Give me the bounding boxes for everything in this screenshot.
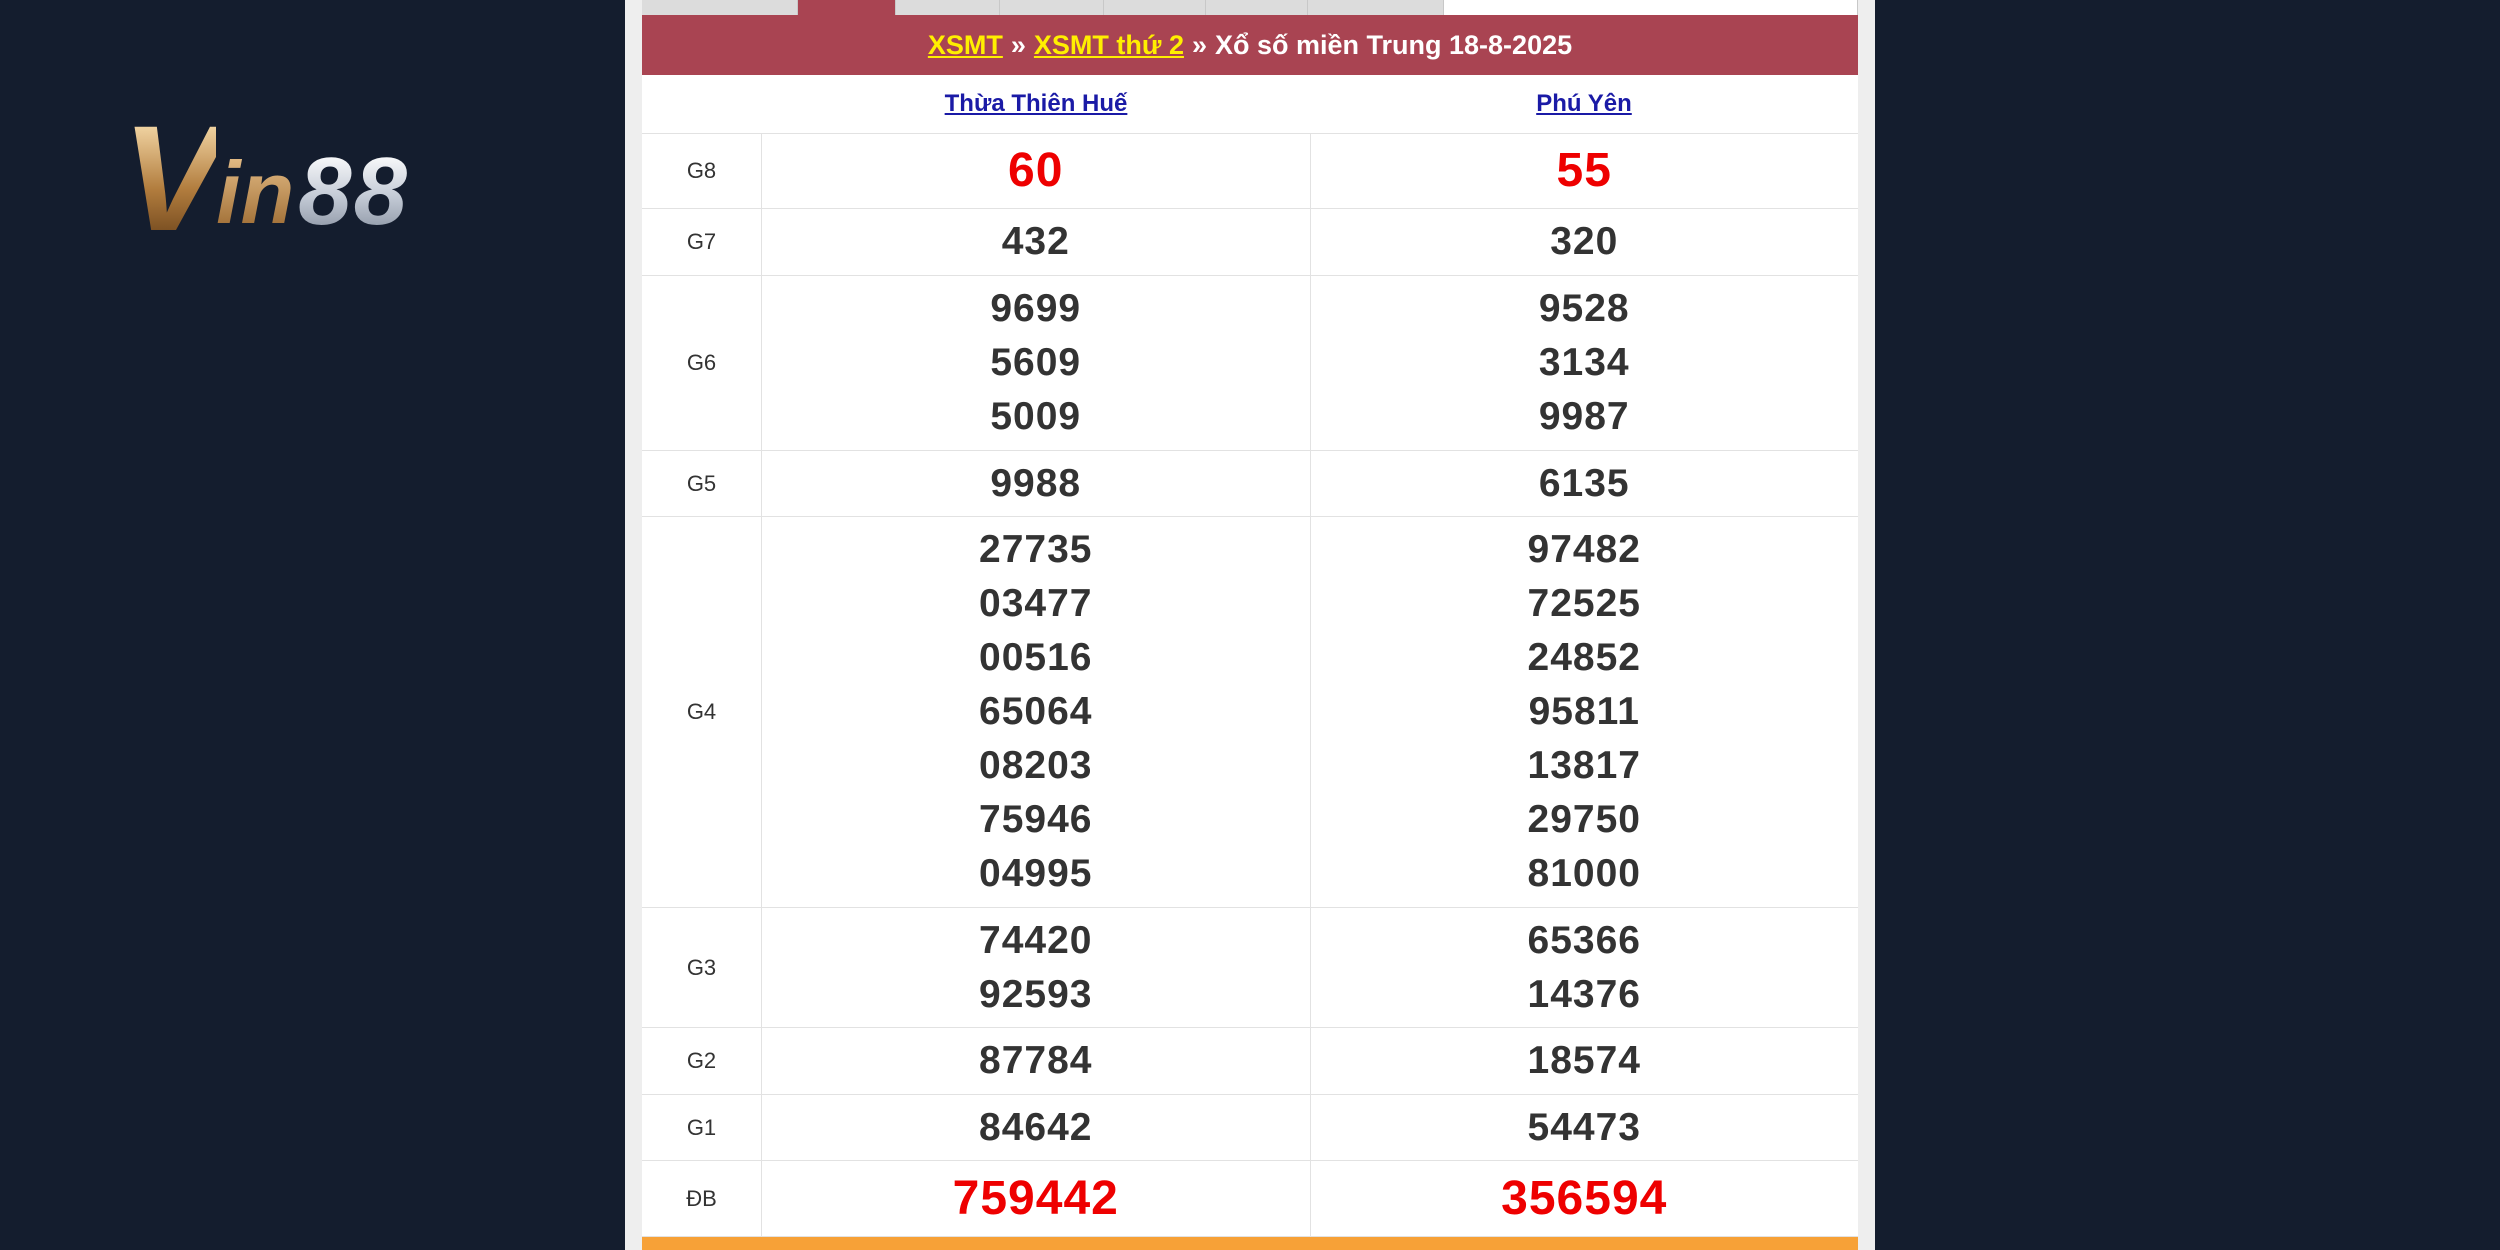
prize-number: 84642 — [979, 1105, 1093, 1149]
tab[interactable] — [1206, 0, 1308, 15]
prize-number: 75946 — [979, 798, 1093, 841]
prize-number: 95811 — [1528, 690, 1640, 733]
province-link[interactable]: Phú Yên — [1536, 90, 1632, 117]
footer-bar — [642, 1237, 1858, 1250]
tab[interactable] — [1000, 0, 1104, 15]
prize-number: 759442 — [952, 1171, 1119, 1225]
prize-number: 18574 — [1527, 1039, 1641, 1082]
logo-v: V — [122, 94, 222, 262]
logo-88: 88 — [298, 138, 410, 245]
results-panel: XSMT » XSMT thứ 2 » Xổ số miền Trung 18-… — [625, 0, 1875, 1250]
prize-cell: 65366 14376 — [1311, 908, 1859, 1027]
breadcrumb-xsmt-link[interactable]: XSMT — [927, 29, 1003, 60]
prize-number: 74420 — [979, 918, 1093, 962]
prize-row-G3: G3 74420 92593 65366 14376 — [642, 908, 1858, 1028]
prize-row-G5: G5 9988 6135 — [642, 451, 1858, 517]
prize-number: 5609 — [990, 341, 1082, 384]
prize-number: 9528 — [1538, 287, 1630, 330]
prize-cell: 60 — [762, 134, 1311, 208]
prize-number: 72525 — [1527, 582, 1641, 625]
prize-number: 5009 — [990, 395, 1082, 438]
tab-active[interactable] — [798, 0, 896, 15]
prize-number: 92593 — [979, 972, 1093, 1016]
prize-number: 13817 — [1527, 744, 1641, 787]
prize-row-ĐB: ĐB 759442 356594 — [642, 1161, 1858, 1237]
prize-cell: 320 — [1311, 209, 1859, 275]
tab-spacer — [1444, 0, 1858, 15]
province-link[interactable]: Thừa Thiên Huế — [944, 90, 1128, 117]
prize-number: 9987 — [1538, 395, 1630, 438]
prize-number: 97482 — [1527, 528, 1641, 571]
prize-number: 04995 — [979, 852, 1093, 895]
prize-cell: 97482 72525 24852 95811 13817 29750 81000 — [1311, 517, 1859, 907]
prize-cell: 9528 3134 9987 — [1311, 276, 1859, 450]
prize-cell: 54473 — [1311, 1095, 1859, 1160]
prize-number: 432 — [1001, 220, 1070, 263]
prize-number: 65366 — [1527, 918, 1641, 962]
breadcrumb-xsmt-thu2-link[interactable]: XSMT thứ 2 — [1033, 29, 1184, 60]
prize-number: 3134 — [1538, 341, 1630, 384]
prize-number: 03477 — [979, 582, 1093, 625]
prize-row-G2: G2 87784 18574 — [642, 1028, 1858, 1095]
prize-cell: 759442 — [762, 1161, 1311, 1236]
prize-cell: 84642 — [762, 1095, 1311, 1160]
prize-number: 81000 — [1527, 852, 1641, 895]
tab[interactable] — [896, 0, 1000, 15]
prize-number: 00516 — [979, 636, 1093, 679]
prize-number: 55 — [1556, 144, 1612, 197]
prize-cell: 9699 5609 5009 — [762, 276, 1311, 450]
prize-cell: 27735 03477 00516 65064 08203 75946 04995 — [762, 517, 1311, 907]
prize-number: 87784 — [979, 1039, 1093, 1082]
prize-cell: 6135 — [1311, 451, 1859, 516]
prize-number: 54473 — [1527, 1105, 1641, 1149]
prize-number: 27735 — [979, 528, 1093, 571]
page-title: Xổ số miền Trung 18-8-2025 — [1215, 29, 1573, 60]
prize-label: ĐB — [642, 1161, 762, 1236]
prize-row-G1: G1 84642 54473 — [642, 1095, 1858, 1161]
prize-label: G3 — [642, 908, 762, 1027]
prize-label: G5 — [642, 451, 762, 516]
prize-number: 65064 — [979, 690, 1093, 733]
tab[interactable] — [1104, 0, 1206, 15]
prize-number: 29750 — [1527, 798, 1641, 841]
prize-cell: 432 — [762, 209, 1311, 275]
prize-row-G8: G8 60 55 — [642, 134, 1858, 209]
breadcrumb: XSMT » XSMT thứ 2 » Xổ số miền Trung 18-… — [642, 15, 1858, 75]
prize-label: G1 — [642, 1095, 762, 1160]
prize-label: G6 — [642, 276, 762, 450]
logo-in: in — [216, 143, 295, 242]
prize-number: 24852 — [1527, 636, 1641, 679]
prize-number: 9699 — [990, 287, 1082, 330]
prize-row-G6: G6 9699 5609 5009 9528 3134 9987 — [642, 276, 1858, 451]
prize-label: G7 — [642, 209, 762, 275]
breadcrumb-sep: » — [1010, 29, 1026, 60]
prize-number: 356594 — [1501, 1171, 1668, 1225]
prize-number: 60 — [1008, 144, 1064, 197]
prize-number: 14376 — [1527, 972, 1641, 1016]
prize-label: G2 — [642, 1028, 762, 1094]
prize-cell: 9988 — [762, 451, 1311, 516]
prize-row-G7: G7 432 320 — [642, 209, 1858, 276]
tab-bar — [642, 0, 1858, 15]
prize-cell: 74420 92593 — [762, 908, 1311, 1027]
prize-cell: 87784 — [762, 1028, 1311, 1094]
prize-cell: 55 — [1311, 134, 1859, 208]
prize-number: 320 — [1550, 220, 1619, 263]
tab[interactable] — [642, 0, 798, 15]
prize-number: 9988 — [990, 461, 1082, 505]
prize-cell: 356594 — [1311, 1161, 1859, 1236]
province-header-row: Thừa Thiên Huế Phú Yên — [642, 75, 1858, 134]
results-table: XSMT » XSMT thứ 2 » Xổ số miền Trung 18-… — [642, 15, 1858, 1237]
prize-label: G4 — [642, 517, 762, 907]
tab[interactable] — [1308, 0, 1444, 15]
prize-number: 08203 — [979, 744, 1093, 787]
prize-row-G4: G4 27735 03477 00516 65064 08203 75946 04995 974… — [642, 517, 1858, 908]
prize-number: 6135 — [1538, 461, 1630, 505]
prize-cell: 18574 — [1311, 1028, 1859, 1094]
breadcrumb-sep: » — [1191, 29, 1207, 60]
prize-label: G8 — [642, 134, 762, 208]
